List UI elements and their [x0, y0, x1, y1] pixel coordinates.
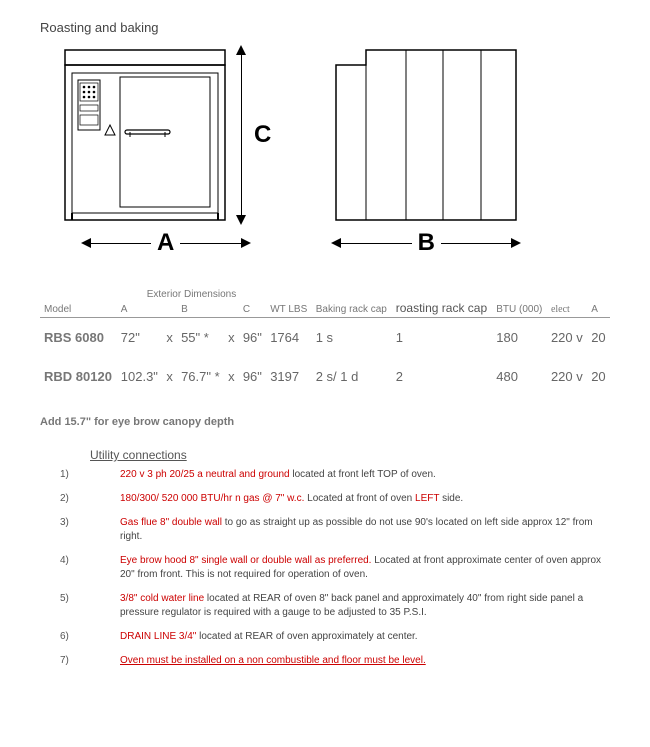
cell-x1: x [162, 357, 177, 396]
th-elect: elect [547, 287, 587, 318]
list-item: 3) Gas flue 8" double wall to go as stra… [60, 516, 610, 544]
cell-x2: x [224, 318, 239, 358]
diagram-front: C A [60, 45, 271, 257]
diagrams-area: C A B [40, 45, 610, 257]
item-num: 5) [60, 592, 90, 620]
th-wt: WT LBS [266, 287, 312, 318]
list-item: 5) 3/8" cold water line located at REAR … [60, 592, 610, 620]
dim-a-label: A [157, 229, 174, 257]
th-x2 [224, 302, 239, 318]
dim-b-label: B [418, 229, 435, 257]
oven-side-icon [331, 45, 521, 225]
item-num: 6) [60, 630, 90, 644]
cell-amp: 20 [587, 357, 610, 396]
th-model: Model [40, 287, 117, 318]
cell-roasting: 1 [392, 318, 492, 358]
th-dims-group: Exterior Dimensions [117, 287, 266, 302]
dim-c-arrow [236, 45, 246, 225]
diagram-side: B [331, 45, 521, 257]
item-body: Gas flue 8" double wall to go as straigh… [90, 516, 610, 544]
th-a: A [117, 302, 163, 318]
item-body: 180/300/ 520 000 BTU/hr n gas @ 7" w.c. … [90, 492, 610, 506]
item-num: 4) [60, 554, 90, 582]
list-item: 6) DRAIN LINE 3/4" located at REAR of ov… [60, 630, 610, 644]
canopy-note: Add 15.7" for eye brow canopy depth [40, 416, 610, 428]
th-btu: BTU (000) [492, 287, 547, 318]
th-b: B [177, 302, 224, 318]
cell-wt: 3197 [266, 357, 312, 396]
cell-elect: 220 v [547, 318, 587, 358]
cell-x1: x [162, 318, 177, 358]
cell-btu: 180 [492, 318, 547, 358]
cell-baking: 1 s [312, 318, 392, 358]
cell-c: 96" [239, 318, 266, 358]
item-num: 7) [60, 654, 90, 668]
cell-roasting: 2 [392, 357, 492, 396]
list-item: 2) 180/300/ 520 000 BTU/hr n gas @ 7" w.… [60, 492, 610, 506]
utility-list: 1) 220 v 3 ph 20/25 a neutral and ground… [60, 468, 610, 668]
item-num: 3) [60, 516, 90, 544]
cell-b: 55" * [177, 318, 224, 358]
list-item: 7) Oven must be installed on a non combu… [60, 654, 610, 668]
item-num: 1) [60, 468, 90, 482]
item-body: Eye brow hood 8" single wall or double w… [90, 554, 610, 582]
cell-model: RBD 80120 [40, 357, 117, 396]
cell-model: RBS 6080 [40, 318, 117, 358]
table-row: RBD 80120 102.3" x 76.7" * x 96" 3197 2 … [40, 357, 610, 396]
cell-wt: 1764 [266, 318, 312, 358]
cell-baking: 2 s/ 1 d [312, 357, 392, 396]
dim-c-label: C [254, 121, 271, 149]
item-body: Oven must be installed on a non combusti… [90, 654, 610, 668]
item-body: DRAIN LINE 3/4" located at REAR of oven … [90, 630, 610, 644]
item-num: 2) [60, 492, 90, 506]
cell-btu: 480 [492, 357, 547, 396]
utility-title: Utility connections [90, 448, 610, 462]
cell-amp: 20 [587, 318, 610, 358]
th-amp: A [587, 287, 610, 318]
oven-front-icon [60, 45, 230, 225]
item-body: 3/8" cold water line located at REAR of … [90, 592, 610, 620]
cell-x2: x [224, 357, 239, 396]
cell-c: 96" [239, 357, 266, 396]
spec-table: Model Exterior Dimensions WT LBS Baking … [40, 287, 610, 396]
cell-elect: 220 v [547, 357, 587, 396]
cell-a: 102.3" [117, 357, 163, 396]
th-roasting: roasting rack cap [392, 287, 492, 318]
th-x1 [162, 302, 177, 318]
list-item: 4) Eye brow hood 8" single wall or doubl… [60, 554, 610, 582]
page-title: Roasting and baking [40, 20, 610, 35]
table-row: RBS 6080 72" x 55" * x 96" 1764 1 s 1 18… [40, 318, 610, 358]
th-c: C [239, 302, 266, 318]
dim-b-arrow: B [331, 229, 521, 257]
item-body: 220 v 3 ph 20/25 a neutral and ground lo… [90, 468, 610, 482]
dim-a-arrow: A [81, 229, 251, 257]
th-baking: Baking rack cap [312, 287, 392, 318]
cell-b: 76.7" * [177, 357, 224, 396]
list-item: 1) 220 v 3 ph 20/25 a neutral and ground… [60, 468, 610, 482]
cell-a: 72" [117, 318, 163, 358]
